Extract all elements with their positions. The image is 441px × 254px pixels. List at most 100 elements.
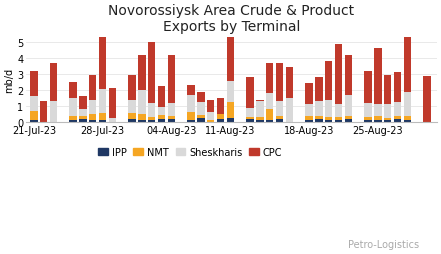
Bar (30, 72, 37, 97)
Bar (315, 102, 322, 116)
Bar (256, 120, 264, 122)
Bar (99, 33, 106, 90)
Bar (247, 118, 254, 119)
Bar (109, 88, 116, 119)
Bar (79, 110, 87, 116)
Bar (158, 87, 165, 107)
Bar (128, 119, 136, 122)
Bar (168, 103, 175, 116)
Bar (404, 30, 411, 92)
Bar (79, 116, 87, 119)
Bar (70, 99, 77, 116)
Bar (384, 104, 391, 119)
Bar (70, 116, 77, 121)
Bar (364, 72, 372, 103)
Bar (335, 44, 342, 105)
Bar (187, 96, 195, 113)
Bar (187, 113, 195, 121)
Bar (158, 107, 165, 115)
Bar (256, 102, 264, 118)
Bar (217, 119, 224, 122)
Bar (89, 101, 97, 115)
Bar (217, 99, 224, 115)
Bar (197, 93, 205, 103)
Bar (89, 121, 97, 122)
Bar (345, 116, 352, 119)
Bar (158, 119, 165, 122)
Bar (148, 121, 156, 122)
Bar (335, 105, 342, 118)
Bar (374, 49, 381, 104)
Bar (148, 118, 156, 121)
Bar (128, 75, 136, 101)
Bar (286, 99, 293, 122)
Bar (227, 119, 234, 122)
Text: Petro-Logistics: Petro-Logistics (348, 239, 419, 249)
Title: Novorossiysk Area Crude & Product
Exports by Terminal: Novorossiysk Area Crude & Product Export… (108, 4, 355, 34)
Bar (276, 64, 283, 102)
Bar (207, 112, 214, 121)
Bar (50, 102, 57, 122)
Bar (374, 117, 381, 120)
Bar (364, 118, 372, 121)
Bar (99, 120, 106, 122)
Bar (247, 119, 254, 122)
Bar (266, 64, 273, 94)
Bar (197, 115, 205, 119)
Bar (148, 43, 156, 103)
Bar (404, 92, 411, 116)
Bar (227, 2, 234, 82)
Bar (404, 121, 411, 122)
Bar (30, 121, 37, 122)
Bar (394, 103, 401, 117)
Bar (394, 119, 401, 122)
Bar (374, 120, 381, 122)
Bar (374, 104, 381, 117)
Bar (256, 100, 264, 102)
Bar (404, 116, 411, 121)
Bar (187, 86, 195, 96)
Bar (286, 68, 293, 99)
Bar (345, 56, 352, 96)
Bar (305, 120, 313, 122)
Bar (138, 56, 146, 91)
Bar (227, 103, 234, 119)
Bar (384, 75, 391, 104)
Bar (30, 111, 37, 121)
Bar (197, 119, 205, 122)
Bar (325, 118, 333, 121)
Bar (30, 97, 37, 111)
Bar (128, 101, 136, 114)
Bar (70, 121, 77, 122)
Bar (168, 56, 175, 103)
Bar (89, 75, 97, 101)
Bar (305, 84, 313, 104)
Bar (158, 115, 165, 119)
Bar (276, 119, 283, 122)
Bar (315, 78, 322, 102)
Bar (394, 73, 401, 103)
Bar (325, 100, 333, 118)
Bar (276, 116, 283, 119)
Bar (256, 118, 264, 120)
Bar (394, 117, 401, 119)
Bar (89, 115, 97, 121)
Bar (187, 121, 195, 122)
Bar (384, 119, 391, 121)
Bar (335, 121, 342, 122)
Bar (325, 62, 333, 100)
Bar (266, 121, 273, 122)
Bar (207, 101, 214, 112)
Y-axis label: mb/d: mb/d (4, 68, 14, 93)
Bar (99, 90, 106, 114)
Bar (197, 103, 205, 115)
Bar (364, 121, 372, 122)
Bar (138, 91, 146, 115)
Bar (364, 103, 372, 118)
Bar (345, 96, 352, 116)
Bar (384, 121, 391, 122)
Bar (315, 116, 322, 119)
Bar (345, 119, 352, 122)
Bar (276, 102, 283, 116)
Bar (315, 119, 322, 122)
